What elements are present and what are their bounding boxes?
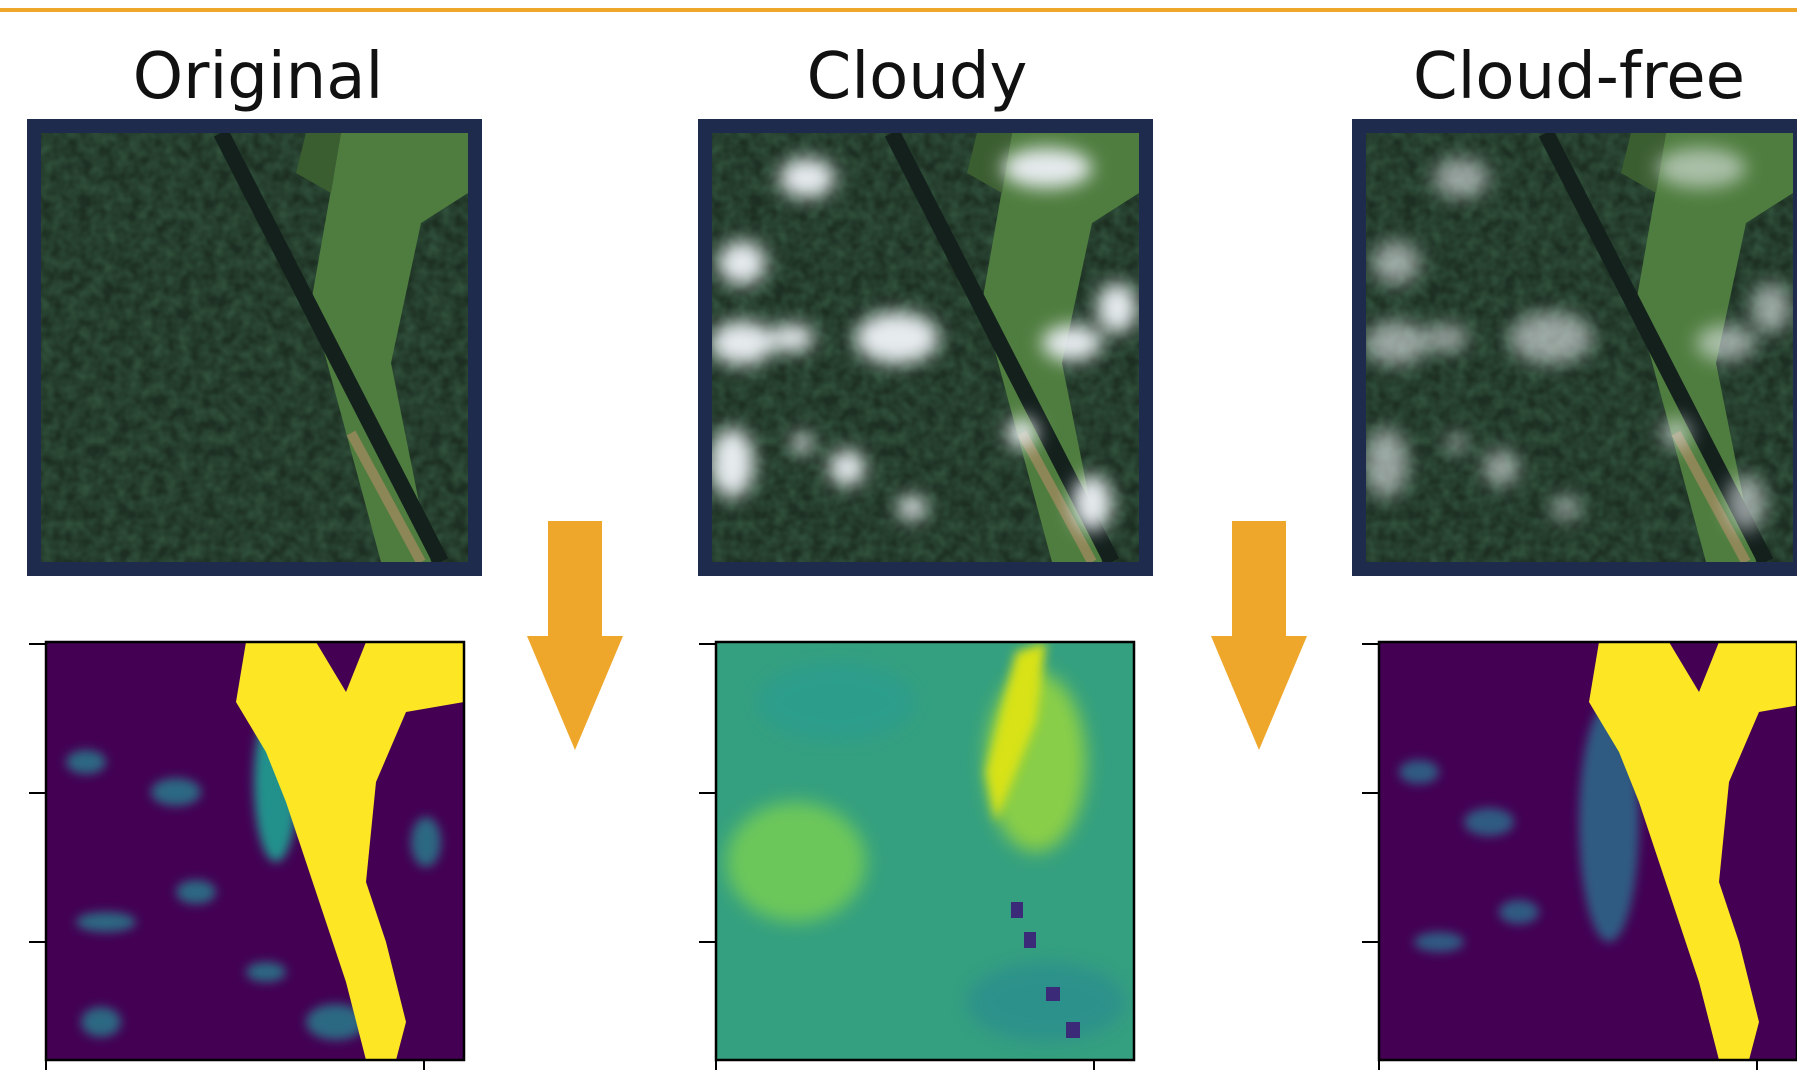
top-rule bbox=[0, 8, 1797, 12]
satellite-image bbox=[710, 133, 1139, 562]
heatmap bbox=[716, 642, 1134, 1060]
page: Original Cloudy Cloud-free bbox=[0, 0, 1797, 1070]
arrow bbox=[1211, 521, 1307, 750]
figure: Original Cloudy Cloud-free bbox=[0, 0, 1797, 1070]
panel-title: Cloud-free bbox=[1413, 40, 1745, 114]
heatmap bbox=[1379, 642, 1797, 1060]
heatmap bbox=[46, 642, 464, 1060]
arrow bbox=[527, 521, 623, 750]
panel-title: Original bbox=[133, 40, 383, 114]
satellite-image bbox=[1364, 133, 1793, 562]
satellite-image bbox=[41, 133, 468, 562]
panel-title: Cloudy bbox=[807, 40, 1028, 114]
